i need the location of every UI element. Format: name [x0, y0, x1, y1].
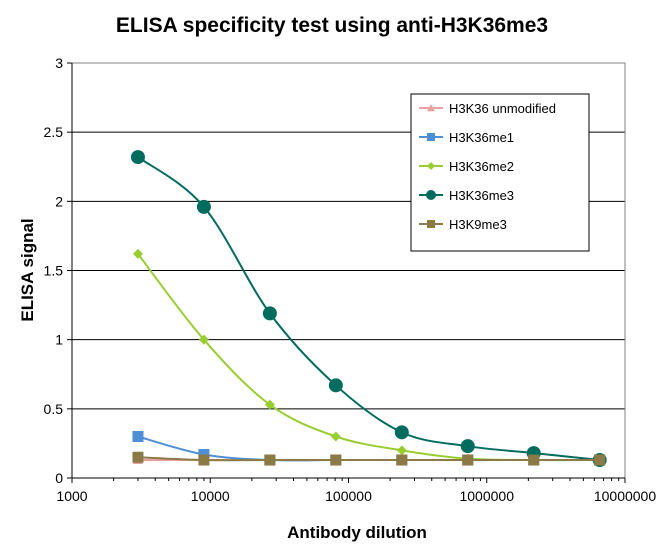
- legend-label: H3K36me1: [449, 130, 514, 145]
- data-point-circle: [262, 306, 277, 321]
- data-point-square: [462, 454, 474, 466]
- y-tick-label: 1.5: [44, 263, 64, 279]
- data-point-square: [427, 220, 435, 228]
- series-line: [137, 253, 600, 462]
- series-lines: [130, 150, 607, 468]
- series-line: [137, 456, 600, 462]
- legend-item: H3K36 unmodified: [419, 101, 556, 116]
- legend-item: H3K36me1: [419, 130, 514, 145]
- data-point-circle: [130, 150, 145, 165]
- legend-item: H3K36me2: [419, 159, 514, 174]
- legend: H3K36 unmodified H3K36me1 H3K36me2 H3K36me3…: [410, 93, 590, 252]
- y-tick-label: 0: [55, 470, 63, 486]
- series-h3k9me3: [132, 451, 606, 466]
- x-axis-label: Antibody dilution: [287, 523, 427, 542]
- data-point-circle: [426, 190, 436, 200]
- data-point-circle: [394, 425, 409, 440]
- data-point-square: [198, 454, 210, 466]
- legend-label: H3K36me2: [449, 159, 514, 174]
- data-point-square: [330, 454, 342, 466]
- data-point-square: [198, 448, 210, 460]
- y-tick-label: 0.5: [44, 401, 64, 417]
- legend-item: H3K36me3: [419, 188, 514, 203]
- data-point-triangle: [427, 104, 435, 112]
- data-point-square: [132, 451, 144, 463]
- data-point-diamond: [330, 431, 341, 442]
- axes: 0 0.5 1 1.5 2 2.5 3 1000 10000 100000 1000000 10000…: [44, 55, 657, 504]
- data-point-diamond: [132, 248, 143, 259]
- y-tick-label: 2: [55, 193, 63, 209]
- x-tick-label: 10000000: [594, 488, 657, 504]
- y-tick-label: 2.5: [44, 124, 64, 140]
- data-point-circle: [460, 439, 475, 454]
- data-point-square: [264, 454, 276, 466]
- x-tick-label: 1000000: [459, 488, 514, 504]
- y-tick-label: 3: [55, 55, 63, 71]
- x-tick-label: 10000: [191, 488, 230, 504]
- series-h3k36me2: [132, 248, 605, 466]
- x-tick-label: 100000: [325, 488, 372, 504]
- data-point-diamond: [198, 334, 209, 345]
- data-point-square: [396, 454, 408, 466]
- series-line: [137, 156, 600, 462]
- legend-label: H3K36me3: [449, 188, 514, 203]
- data-point-diamond: [264, 399, 275, 410]
- chart-title: ELISA specificity test using anti-H3K36m…: [115, 14, 549, 37]
- data-point-diamond: [427, 162, 435, 170]
- data-point-square: [132, 431, 144, 442]
- data-point-diamond: [396, 445, 407, 456]
- data-point-circle: [328, 378, 343, 393]
- legend-item: H3K9me3: [419, 217, 507, 232]
- data-point-square: [528, 454, 540, 466]
- data-point-square: [594, 454, 606, 466]
- legend-label: H3K9me3: [449, 217, 507, 232]
- data-point-circle: [196, 199, 211, 214]
- x-tick-label: 1000: [56, 488, 87, 504]
- y-tick-label: 1: [55, 332, 63, 348]
- legend-label: H3K36 unmodified: [449, 101, 556, 116]
- data-point-square: [427, 133, 435, 141]
